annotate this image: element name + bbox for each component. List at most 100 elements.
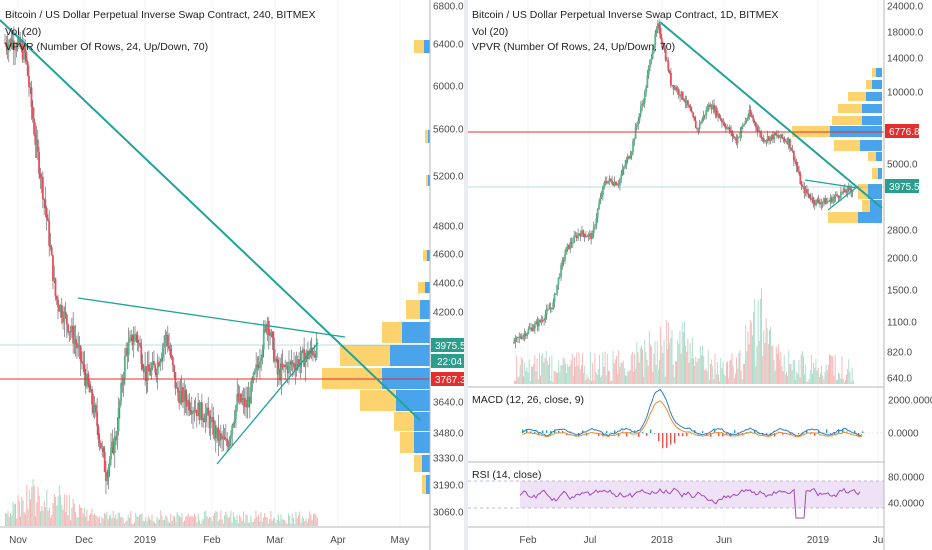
macd-histogram-bar [670,433,672,445]
chart-divider[interactable] [464,0,468,550]
volume-bar [786,371,787,384]
candle-body [69,331,72,333]
volume-bar [720,357,722,384]
macd-histogram-bar [842,429,844,433]
candle-body [769,136,772,142]
volume-bar [678,343,680,384]
macd-histogram-bar [666,433,668,448]
volume-bar [593,380,595,384]
volume-bar [688,362,690,384]
volume-bar [633,371,634,384]
candle-body [532,328,535,331]
volume-bar [231,522,233,526]
time-axis-tick: 2019 [134,535,157,546]
volume-bar [153,522,155,526]
vpvr-up-bar [425,130,428,143]
right-time-axis[interactable]: Feb Jul 2018 Jun 2019 Ju [519,535,883,546]
candle-body [259,361,261,369]
candle-body [681,91,684,99]
candle-body [781,134,783,139]
volume-bar [265,516,267,526]
volume-bar [848,359,850,384]
volume-bar [544,357,546,384]
candle-body [664,50,667,61]
volume-bar [566,373,568,384]
candle-body [541,320,544,322]
volume-bar [600,377,602,384]
volume-bar [518,376,520,384]
candle-body [243,398,246,407]
volume-bar [552,381,554,384]
candle-body [586,236,589,238]
volume-bar [286,523,288,526]
volume-bar [844,379,846,384]
candle-body [734,136,736,138]
candle-body [242,398,245,401]
candle-body [626,156,629,160]
volume-bar [37,486,39,526]
candle-body [251,380,254,382]
volume-bar [810,354,812,384]
candle-body [163,343,165,348]
candle-body [785,140,787,142]
time-axis-tick: Apr [330,535,346,546]
volume-bar [133,522,135,526]
candle-body [719,118,722,120]
volume-bar [664,376,666,384]
candle-body [112,441,115,454]
volume-bar [742,363,744,384]
volume-bar [619,367,621,384]
volume-bar [62,509,64,526]
candle-body [115,436,117,441]
candle-body [202,417,205,421]
macd-histogram-bar [830,433,832,434]
volume-bar [727,361,728,384]
volume-bar [686,351,688,384]
candle-body [753,120,756,123]
candle-body [813,202,816,205]
candle-body [89,388,92,393]
volume-bar [110,514,112,526]
volume-bar [630,354,632,384]
candle-body [807,192,810,195]
left-time-axis[interactable]: Nov Dec 2019 Feb Mar Apr May [9,535,409,546]
vpvr-down-bar [860,140,882,151]
candle-body [705,109,708,116]
volume-bar [661,345,663,384]
candle-body [679,94,681,97]
volume-bar [797,373,799,384]
volume-bar [90,513,92,526]
volume-bar [537,379,539,384]
macd-histogram-bar [826,429,828,433]
candle-body [159,361,162,367]
volume-bar [93,513,95,526]
candle-body [253,370,256,373]
candle-body [106,477,109,481]
candle-body [588,233,591,235]
right-price-axis[interactable]: 24000.0 18000.0 14000.0 10000.0 5000.0 2800.0… [887,2,932,510]
candle-body [58,307,61,312]
macd-histogram-bar [638,433,640,437]
candle-body [7,43,10,51]
candle-body [111,441,114,448]
volume-bar [55,496,57,526]
candle-body [63,311,66,323]
left-price-axis[interactable]: 6800.0 6400.0 6000.0 5600.0 5200.0 4800.0 4600… [433,2,464,519]
candle-body [24,45,27,53]
candle-body [636,124,638,127]
candle-body [64,311,67,315]
volume-bar [638,362,640,384]
volume-bar [747,331,749,384]
volume-bar [67,515,69,526]
volume-bar [307,518,309,526]
candle-body [178,392,181,404]
volume-bar [571,353,573,384]
candle-body [291,362,294,365]
candle-body [97,426,100,440]
volume-bar [680,353,682,384]
candle-body [843,188,846,193]
candle-body [102,447,105,452]
volume-bar [96,515,98,526]
macd-histogram-bar [682,433,684,437]
volume-bar [816,370,818,384]
